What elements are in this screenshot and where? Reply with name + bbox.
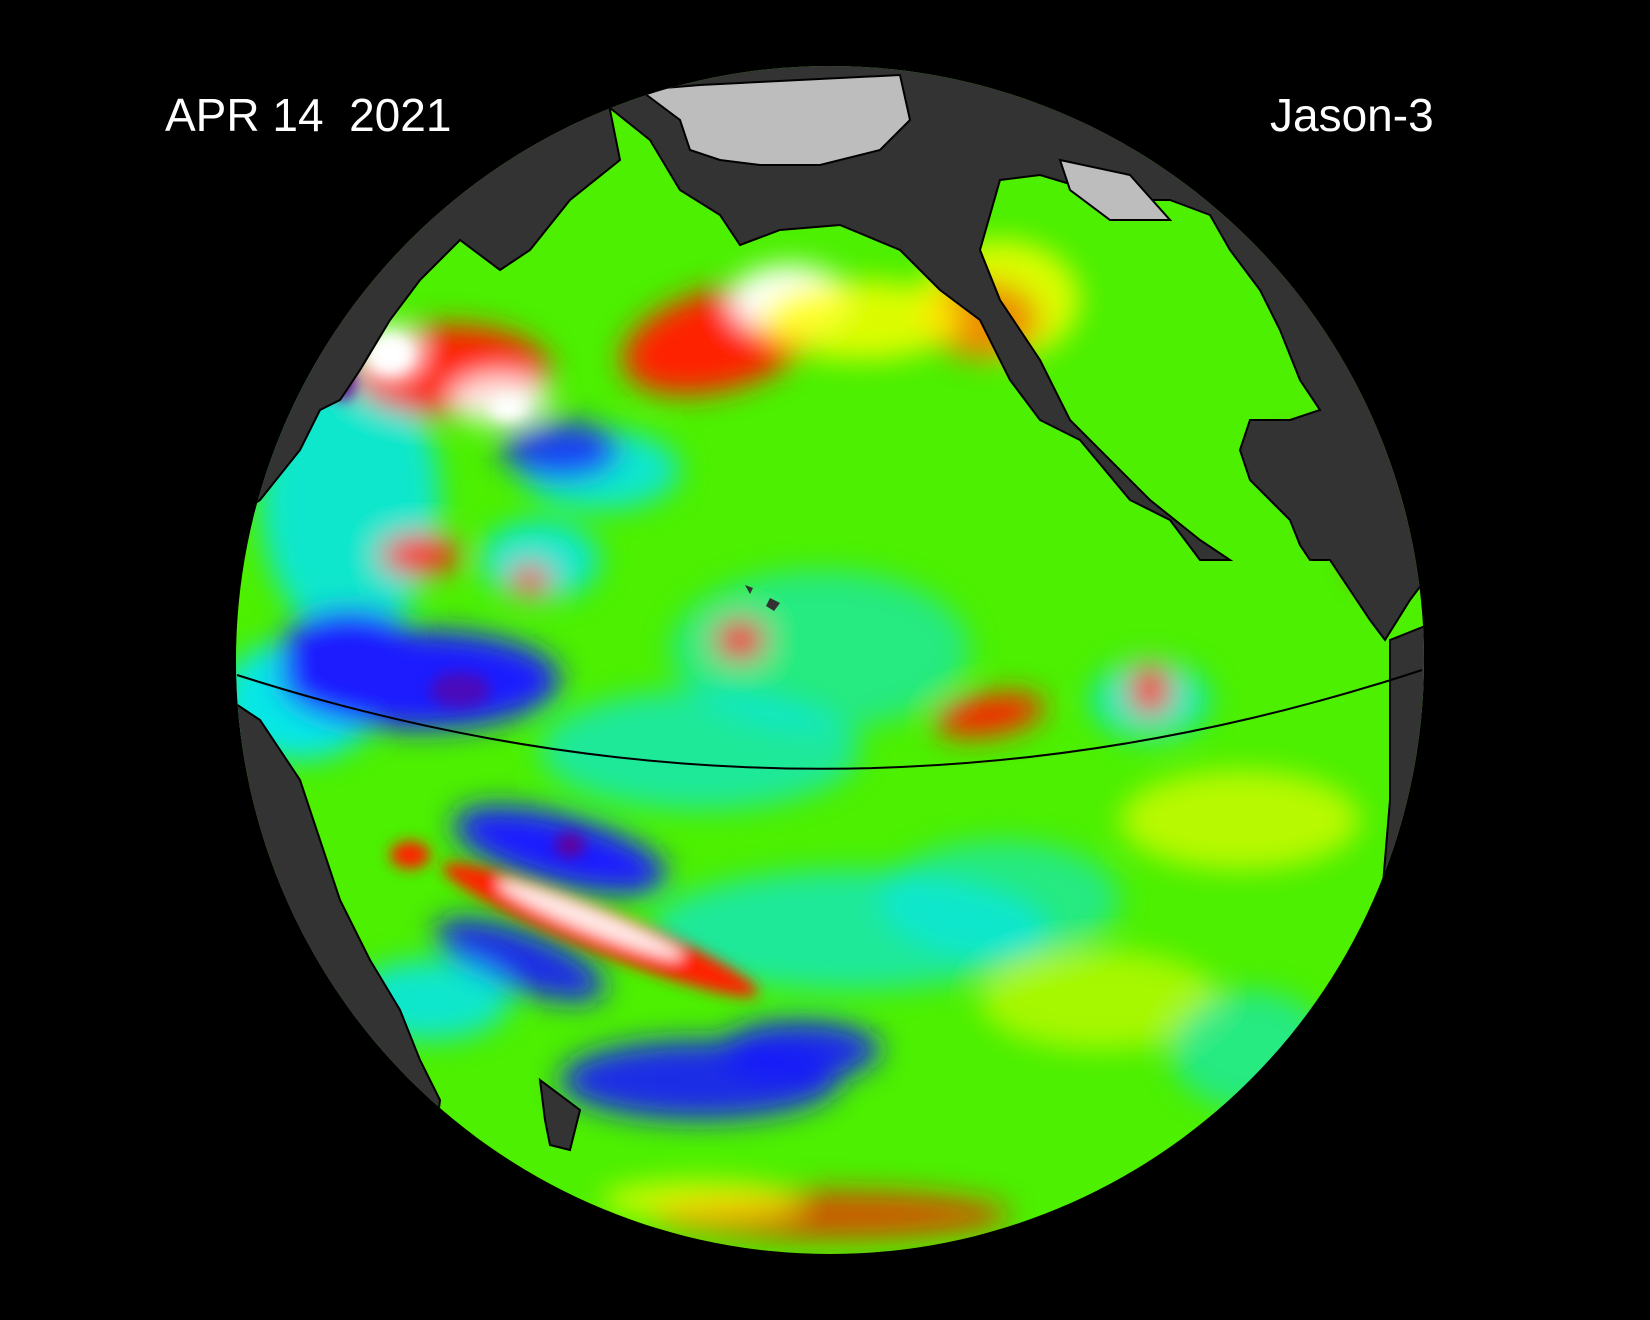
anomaly-high [935, 693, 1045, 737]
satellite-label: Jason-3 [1270, 89, 1434, 141]
anomaly-high [510, 565, 550, 595]
anomaly-low [280, 610, 420, 690]
anomaly-very-high [368, 337, 412, 373]
land-hawaii [745, 585, 780, 611]
anomaly-high [380, 535, 460, 575]
anomaly-mid-low [540, 690, 860, 810]
anomaly-high [715, 620, 765, 660]
anomaly-low [720, 1020, 880, 1080]
anomaly-mid-high [760, 280, 960, 360]
anomaly-mid-high [1120, 770, 1360, 870]
anomaly-very-low [430, 672, 490, 708]
anomaly-very-low [555, 833, 585, 857]
anomaly-low [500, 420, 620, 480]
anomaly-mid-low [1170, 990, 1330, 1110]
anomaly-very-high [490, 396, 526, 420]
land-new-zealand [538, 1077, 582, 1152]
land-ice-arctic [637, 73, 1173, 221]
date-label: APR 14 2021 [165, 89, 452, 141]
anomaly-very-high [497, 880, 683, 960]
anomaly-mid-low [670, 570, 970, 730]
anomaly-high [1130, 665, 1170, 715]
anomaly-mid-low [880, 840, 1120, 960]
equator-line [236, 669, 1423, 770]
anomaly-high [390, 841, 430, 869]
anomaly-mid-high [980, 950, 1220, 1050]
land-south-america [1378, 618, 1424, 1003]
anomaly-low [434, 918, 606, 1002]
anomaly-field-detail [331, 337, 758, 997]
anomaly-mid-high [600, 1180, 800, 1220]
